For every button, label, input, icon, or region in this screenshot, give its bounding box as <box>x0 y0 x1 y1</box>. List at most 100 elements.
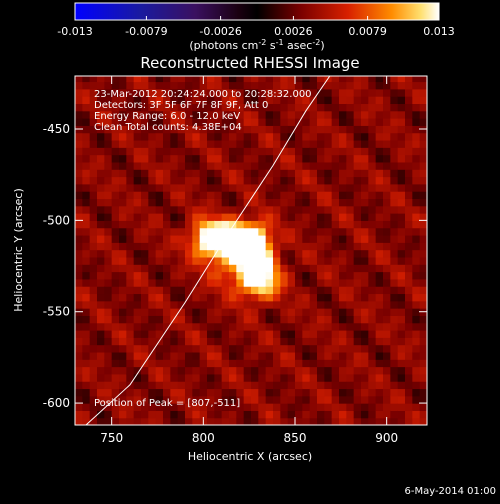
heatmap-cell <box>361 271 369 280</box>
heatmap-cell <box>405 132 413 141</box>
heatmap-cell <box>104 81 113 90</box>
heatmap-cell <box>419 344 427 353</box>
heatmap-cell <box>133 308 142 316</box>
heatmap-cell <box>405 161 413 170</box>
heatmap-cell <box>375 388 384 397</box>
heatmap-cell <box>111 154 120 163</box>
heatmap-cell <box>280 337 289 346</box>
heatmap-cell <box>148 359 157 368</box>
heatmap-cell <box>346 315 355 324</box>
heatmap-cell <box>353 329 362 338</box>
heatmap-cell <box>192 154 201 163</box>
heatmap-cell <box>199 198 208 207</box>
heatmap-cell <box>339 344 347 353</box>
heatmap-cell <box>170 286 179 295</box>
heatmap-cell <box>185 110 193 119</box>
heatmap-cell <box>75 205 83 214</box>
heatmap-cell <box>339 76 347 83</box>
heatmap-cell <box>111 286 120 295</box>
heatmap-cell <box>229 154 237 163</box>
heatmap-cell <box>126 395 135 404</box>
heatmap-cell <box>229 366 237 375</box>
heatmap-cell <box>148 271 157 280</box>
heatmap-cell <box>236 395 245 404</box>
heatmap-cell <box>412 125 421 134</box>
heatmap-cell <box>214 161 223 170</box>
heatmap-cell <box>170 344 179 353</box>
heatmap-cell <box>199 183 208 192</box>
heatmap-cell <box>243 132 252 141</box>
heatmap-cell <box>177 147 186 156</box>
heatmap-cell <box>339 271 347 280</box>
heatmap-cell <box>375 110 384 119</box>
heatmap-cell <box>419 147 427 156</box>
heatmap-cell <box>82 322 91 331</box>
heatmap-cell <box>412 81 421 90</box>
heatmap-cell <box>397 161 406 170</box>
heatmap-cell <box>126 308 135 316</box>
heatmap-cell <box>317 110 325 119</box>
heatmap-cell <box>214 220 223 229</box>
heatmap-cell <box>214 88 223 97</box>
heatmap-cell <box>302 234 311 243</box>
heatmap-cell <box>104 76 113 83</box>
heatmap-cell <box>412 242 421 251</box>
heatmap-cell <box>287 308 296 316</box>
heatmap-cell <box>405 154 413 163</box>
heatmap-cell <box>368 395 377 404</box>
heatmap-cell <box>207 242 215 251</box>
heatmap-cell <box>75 381 83 390</box>
heatmap-cell <box>192 264 201 273</box>
heatmap-cell <box>390 205 399 214</box>
heatmap-cell <box>375 344 384 353</box>
heatmap-cell <box>214 344 223 353</box>
heatmap-cell <box>104 359 113 368</box>
heatmap-cell <box>280 125 289 134</box>
heatmap-cell <box>177 234 186 243</box>
heatmap-cell <box>148 388 157 397</box>
heatmap-cell <box>199 381 208 390</box>
heatmap-cell <box>397 132 406 141</box>
heatmap-cell <box>185 293 193 302</box>
heatmap-cell <box>258 366 267 375</box>
heatmap-cell <box>119 286 127 295</box>
heatmap-cell <box>331 183 340 192</box>
heatmap-cell <box>126 161 135 170</box>
heatmap-cell <box>199 315 208 324</box>
heatmap-cell <box>229 76 237 83</box>
heatmap-cell <box>383 373 391 382</box>
heatmap-cell <box>185 169 193 178</box>
heatmap-cell <box>405 176 413 185</box>
heatmap-cell <box>251 118 259 126</box>
heatmap-cell <box>214 110 223 119</box>
heatmap-cell <box>265 249 274 258</box>
heatmap-cell <box>317 344 325 353</box>
heatmap-cell <box>309 103 318 112</box>
heatmap-cell <box>251 183 259 192</box>
heatmap-cell <box>339 147 347 156</box>
heatmap-cell <box>97 227 105 236</box>
heatmap-cell <box>133 351 142 360</box>
heatmap-cell <box>412 198 421 207</box>
heatmap-cell <box>119 76 127 83</box>
heatmap-cell <box>82 256 91 265</box>
heatmap-cell <box>155 139 164 148</box>
heatmap-cell <box>243 213 252 221</box>
heatmap-cell <box>265 88 274 97</box>
heatmap-cell <box>265 344 274 353</box>
heatmap-cell <box>309 139 318 148</box>
heatmap-cell <box>229 118 237 126</box>
heatmap-cell <box>185 373 193 382</box>
heatmap-cell <box>141 278 149 287</box>
heatmap-cell <box>236 329 245 338</box>
heatmap-cell <box>361 183 369 192</box>
heatmap-cell <box>346 139 355 148</box>
heatmap-cell <box>104 96 113 105</box>
heatmap-cell <box>375 118 384 126</box>
heatmap-cell <box>287 271 296 280</box>
heatmap-cell <box>185 403 193 411</box>
heatmap-cell <box>353 227 362 236</box>
heatmap-cell <box>170 183 179 192</box>
heatmap-cell <box>104 176 113 185</box>
heatmap-cell <box>368 103 377 112</box>
